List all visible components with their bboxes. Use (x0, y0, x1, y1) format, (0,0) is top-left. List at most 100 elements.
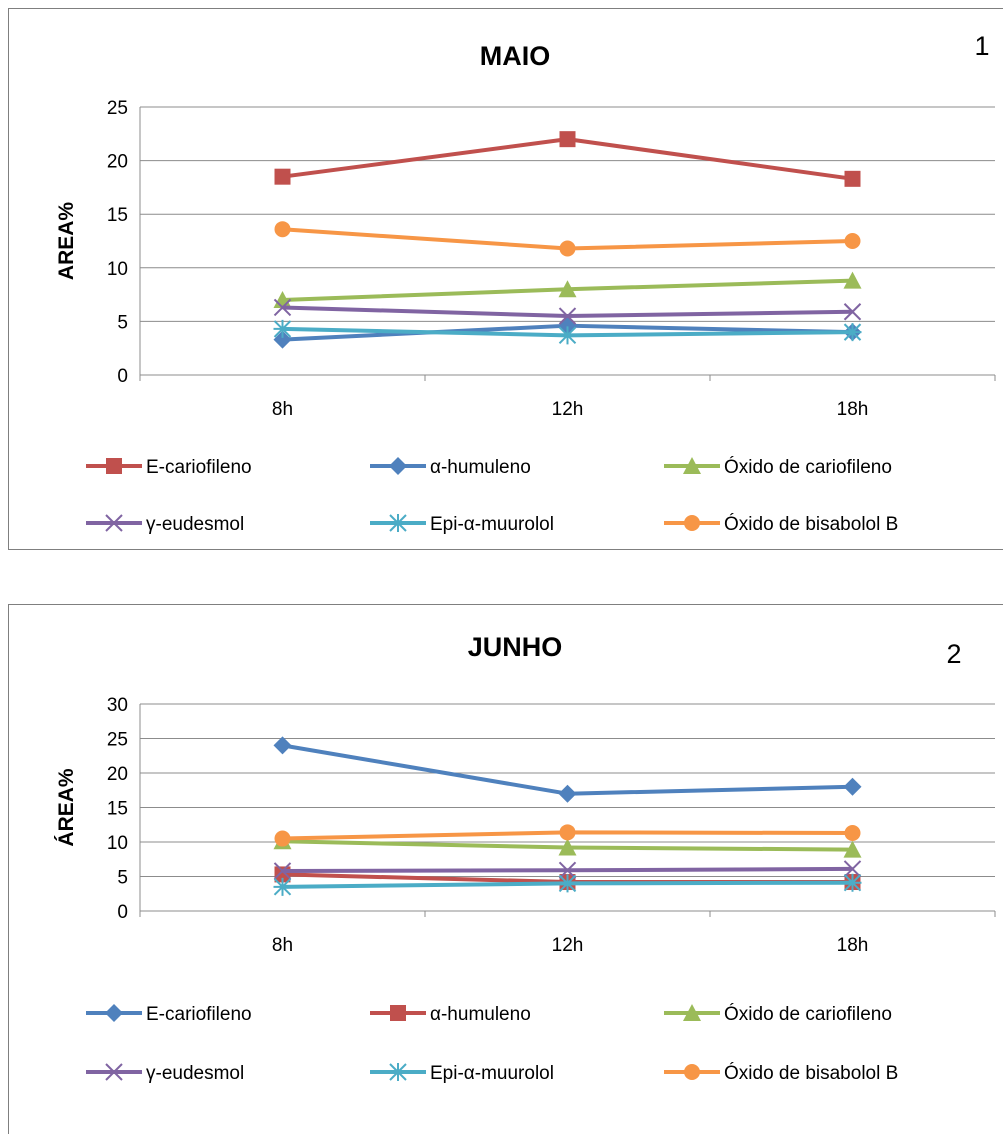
y-tick-label: 15 (107, 205, 128, 226)
legend-label: E-cariofileno (146, 457, 252, 478)
data-point (558, 874, 577, 893)
legend-entry-5: Óxido de bisabolol B (664, 513, 898, 535)
data-point (558, 326, 577, 345)
legend-label: Epi-α-muurolol (430, 514, 554, 535)
data-point (274, 830, 291, 847)
y-tick-label: 20 (107, 152, 128, 173)
y-tick-label: 30 (107, 695, 128, 716)
panel-number: 1 (974, 31, 989, 61)
y-tick-label: 10 (107, 833, 128, 854)
data-point (559, 240, 576, 257)
legend-entry-1: α-humuleno (370, 1004, 531, 1025)
legend-marker (683, 457, 701, 474)
y-tick-label: 25 (107, 730, 128, 751)
legend-label: γ-eudesmol (146, 514, 244, 535)
x-tick-label: 12h (552, 399, 584, 420)
data-point (558, 838, 577, 856)
legend-label: γ-eudesmol (146, 1063, 244, 1084)
chart-title: MAIO (480, 41, 551, 71)
legend-entry-0: E-cariofileno (86, 1004, 252, 1025)
data-point (273, 319, 292, 338)
legend-entry-4: Epi-α-muurolol (370, 1063, 554, 1084)
y-tick-label: 15 (107, 799, 128, 820)
data-point (843, 271, 862, 289)
y-tick-label: 10 (107, 259, 128, 280)
data-point (559, 131, 576, 148)
legend-marker (105, 1063, 123, 1081)
legend-marker (389, 514, 407, 532)
series-0 (274, 131, 861, 187)
data-point (844, 233, 861, 249)
legend-entry-5: Óxido de bisabolol B (664, 1062, 898, 1084)
series-2 (273, 271, 862, 308)
series-4 (273, 873, 862, 896)
data-point (844, 825, 861, 842)
panel-number: 2 (946, 639, 961, 669)
series-0 (273, 736, 862, 803)
legend-entry-4: Epi-α-muurolol (370, 514, 554, 535)
data-point (273, 330, 292, 349)
legend-marker (684, 515, 700, 531)
y-tick-label: 20 (107, 764, 128, 785)
y-tick-label: 5 (117, 312, 128, 333)
data-point (273, 862, 292, 880)
data-point (843, 873, 862, 892)
legend-entry-3: γ-eudesmol (86, 514, 244, 535)
legend-label: Óxido de bisabolol B (724, 513, 898, 535)
data-point (559, 824, 576, 841)
legend-marker (683, 1004, 701, 1021)
legend-marker (106, 458, 122, 474)
series-3 (273, 298, 862, 325)
y-axis-label: AREA% (55, 202, 78, 281)
data-point (558, 307, 577, 325)
legend-label: Epi-α-muurolol (430, 1063, 554, 1084)
data-point (558, 784, 577, 803)
y-tick-label: 0 (117, 366, 128, 387)
data-point (843, 860, 862, 878)
legend-entry-3: γ-eudesmol (86, 1063, 244, 1084)
legend-marker (389, 457, 407, 475)
y-tick-label: 0 (117, 902, 128, 923)
data-point (273, 736, 292, 755)
data-point (274, 168, 291, 185)
legend-entry-0: E-cariofileno (86, 457, 252, 478)
legend-label: α-humuleno (430, 457, 531, 478)
chart-title: JUNHO (468, 632, 563, 662)
series-5 (274, 221, 861, 257)
x-tick-label: 18h (837, 935, 869, 956)
chart-panel-junho: JUNHO 2 0 5 10 15 20 25 30 8h 12h 18h ÁREA% E-cariofi… (8, 604, 1003, 1134)
data-point (273, 298, 292, 317)
data-point (274, 221, 291, 238)
data-point (273, 877, 292, 896)
data-point (558, 861, 577, 879)
legend-entry-2: Óxido de cariofileno (664, 456, 892, 478)
y-tick-label: 5 (117, 868, 128, 889)
x-tick-label: 18h (837, 399, 869, 420)
x-tick-label: 12h (552, 935, 584, 956)
legend-entry-2: Óxido de cariofileno (664, 1003, 892, 1025)
legend-marker (390, 1005, 406, 1021)
data-point (843, 323, 862, 342)
x-tick-label: 8h (272, 399, 293, 420)
series-4 (273, 319, 862, 345)
x-tick-label: 8h (272, 935, 293, 956)
legend-marker (389, 1063, 407, 1081)
data-point (558, 280, 577, 298)
legend-label: Óxido de bisabolol B (724, 1062, 898, 1084)
legend-label: α-humuleno (430, 1004, 531, 1025)
series-5 (274, 824, 861, 847)
y-axis-label: ÁREA% (55, 768, 78, 847)
legend-label: E-cariofileno (146, 1004, 252, 1025)
chart-panel-maio: MAIO 1 0 5 10 15 20 25 8h 12h 18h AREA% E-cariofilen… (8, 8, 1003, 550)
legend-marker (105, 1004, 123, 1022)
data-point (843, 840, 862, 858)
data-point (844, 170, 861, 187)
data-point (843, 777, 862, 796)
legend-label: Óxido de cariofileno (724, 1003, 892, 1025)
series-3 (273, 860, 862, 880)
legend-entry-1: α-humuleno (370, 457, 531, 478)
y-tick-label: 25 (107, 98, 128, 119)
legend-marker (684, 1064, 700, 1080)
